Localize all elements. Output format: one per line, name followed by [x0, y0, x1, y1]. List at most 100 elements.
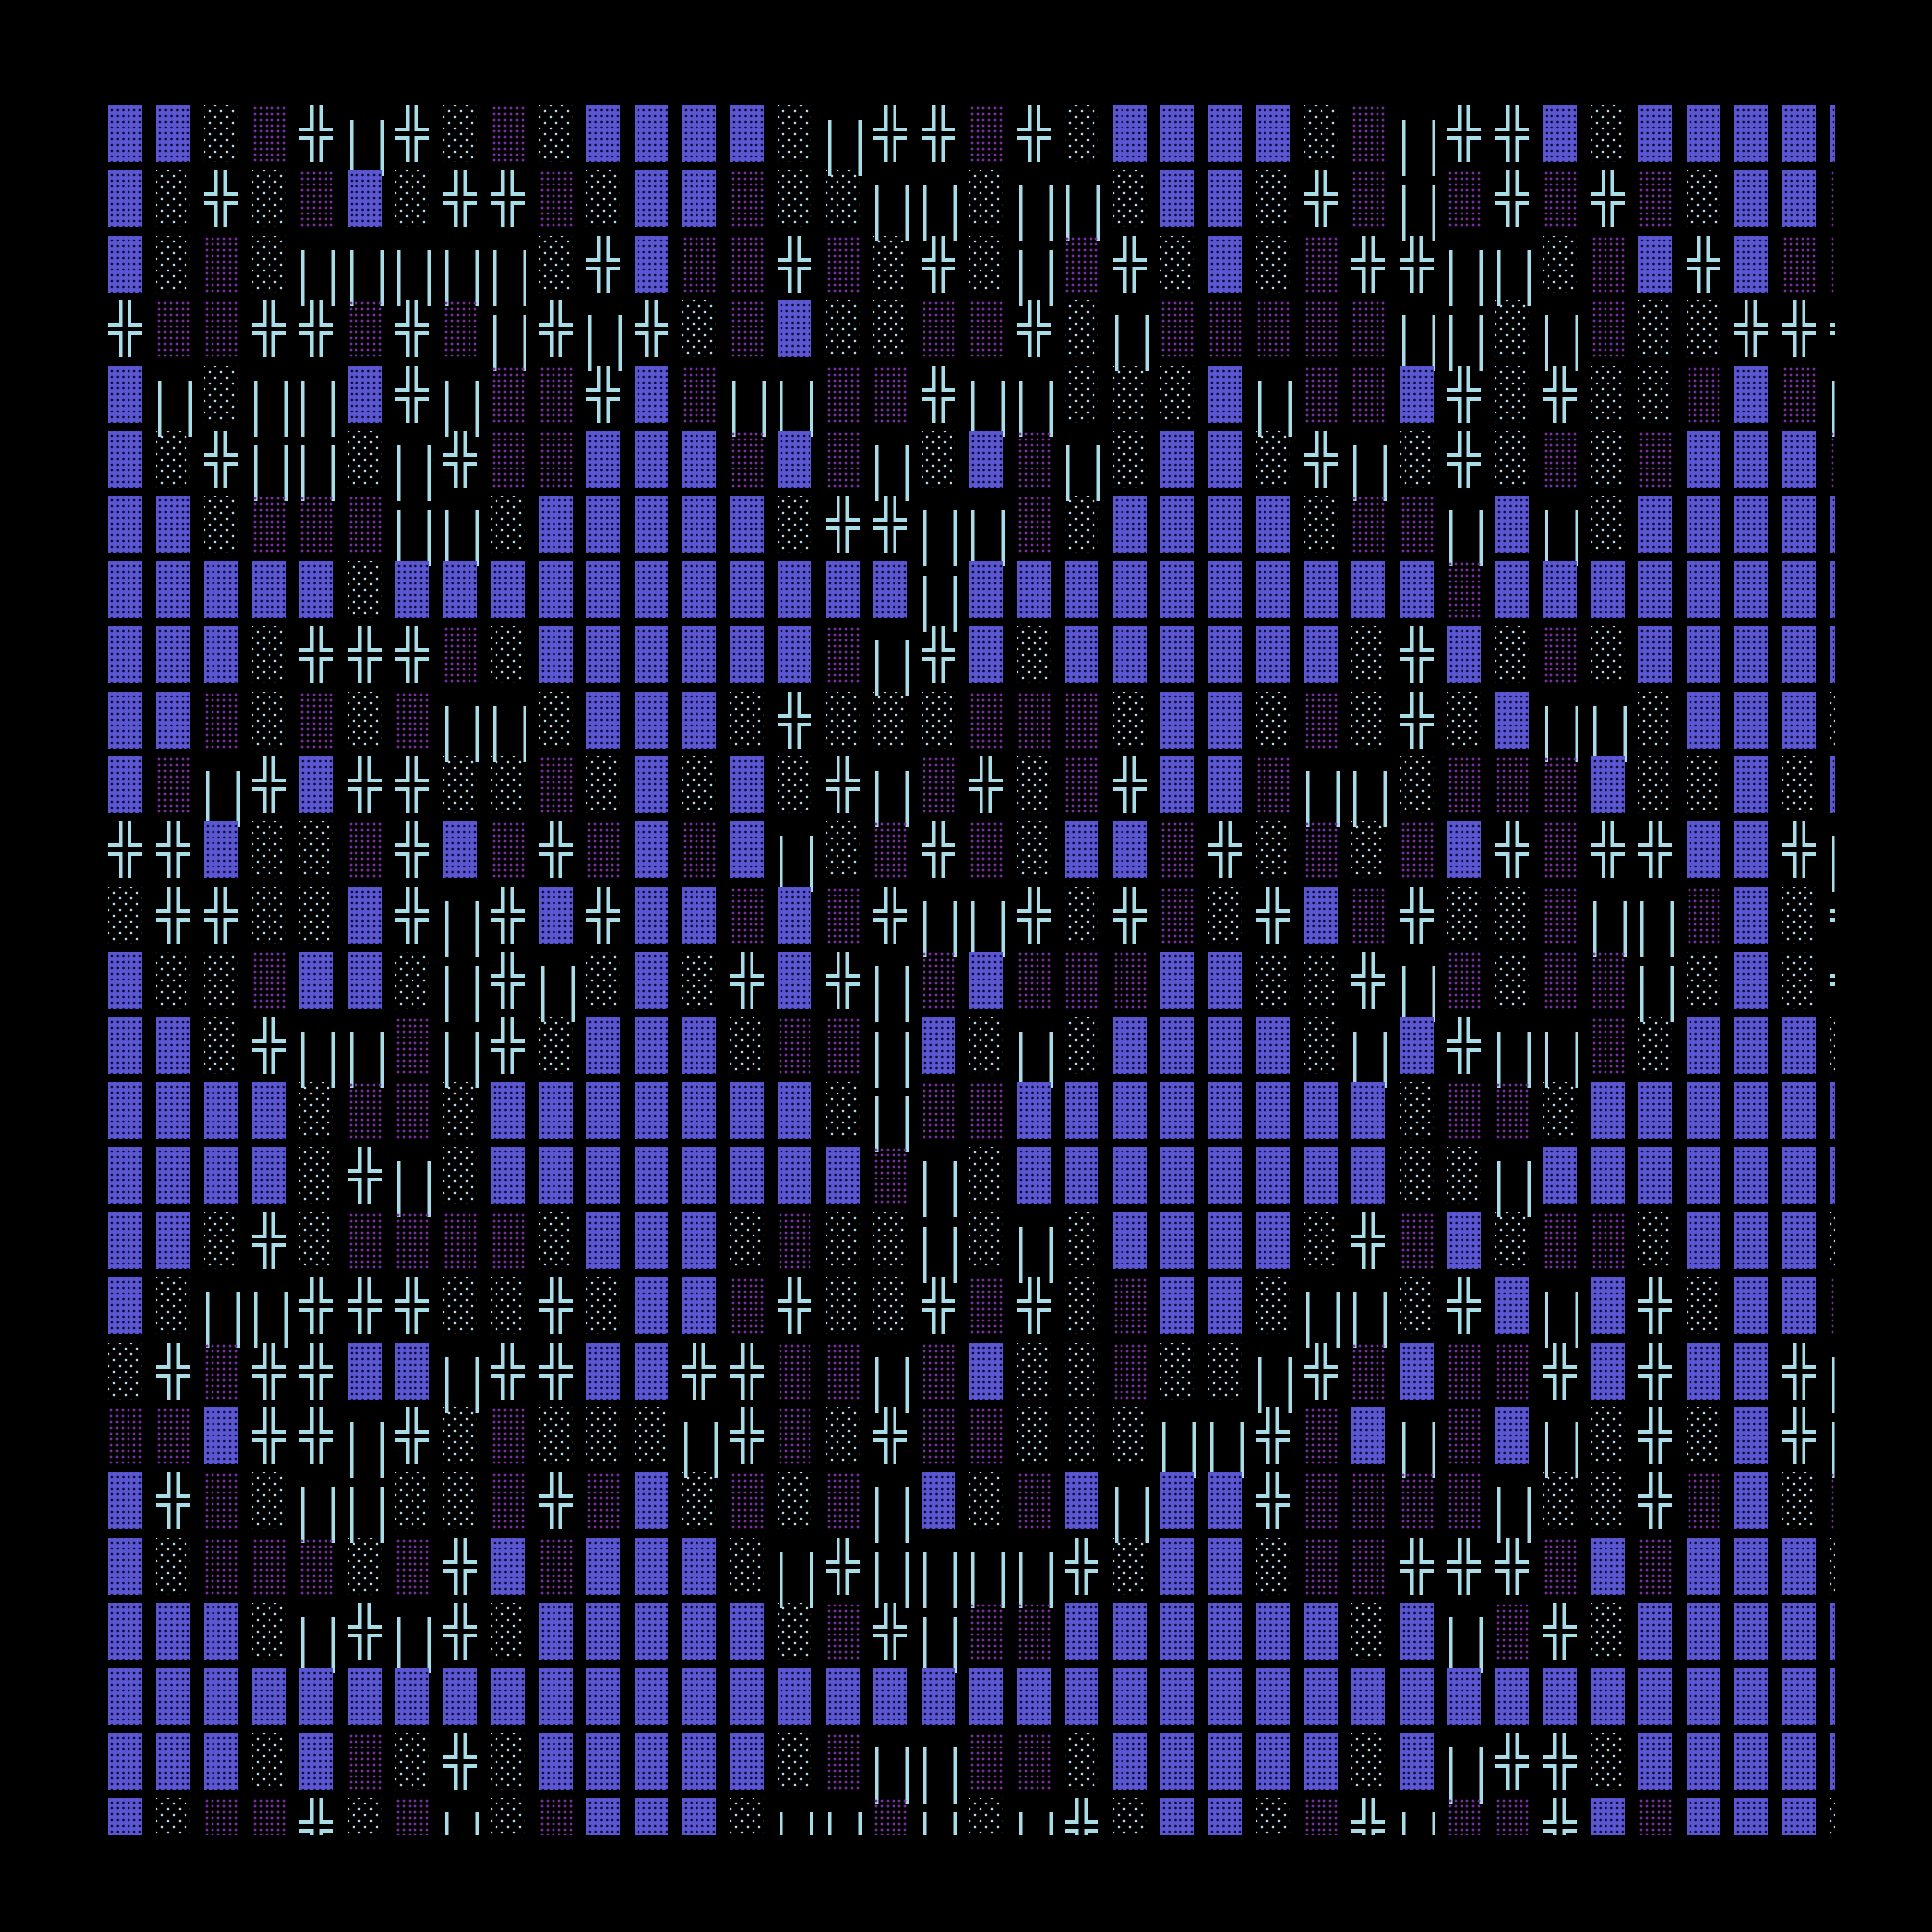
- glyph-double-vertical: [873, 626, 909, 697]
- glyph-dark-shade: [1686, 1147, 1720, 1205]
- glyph-dark-shade: [1160, 170, 1194, 228]
- glyph-light-shade: [1590, 626, 1625, 684]
- glyph-dark-shade: [108, 170, 142, 228]
- glyph-light-shade: [251, 886, 286, 944]
- glyph-light-shade: [1351, 626, 1385, 684]
- glyph-medium-shade: [969, 691, 1003, 749]
- glyph-medium-shade: [1256, 300, 1290, 358]
- glyph-double-vertical: [1830, 1343, 1835, 1413]
- glyph-medium-shade: [1112, 1277, 1147, 1335]
- glyph-double-cross: [1447, 1277, 1481, 1335]
- glyph-light-shade: [682, 1472, 716, 1530]
- glyph-double-vertical: [443, 1343, 479, 1413]
- glyph-dark-shade: [204, 1733, 238, 1790]
- glyph-dark-shade: [682, 1082, 716, 1139]
- glyph-medium-shade: [729, 431, 764, 488]
- glyph-dark-shade: [204, 560, 238, 618]
- glyph-medium-shade: [347, 1082, 382, 1139]
- glyph-medium-shade: [442, 300, 477, 358]
- glyph-medium-shade: [1543, 1211, 1577, 1269]
- glyph-dark-shade: [1734, 560, 1768, 618]
- glyph-medium-shade: [1830, 1277, 1835, 1335]
- glyph-dark-shade: [538, 1667, 573, 1725]
- glyph-double-cross: [682, 1342, 716, 1400]
- glyph-double-vertical: [1400, 952, 1435, 1023]
- glyph-light-shade: [1399, 756, 1434, 813]
- glyph-double-vertical: [204, 1277, 240, 1349]
- glyph-dark-shade: [1543, 1667, 1577, 1725]
- glyph-light-shade: [1590, 1407, 1625, 1464]
- glyph-double-cross: [1399, 1537, 1434, 1595]
- glyph-double-cross: [1638, 1472, 1672, 1530]
- glyph-dark-shade: [156, 105, 190, 162]
- glyph-double-cross: [347, 756, 382, 813]
- glyph-double-cross: [395, 300, 429, 358]
- glyph-dark-shade: [1590, 1147, 1625, 1205]
- glyph-light-shade: [1781, 952, 1816, 1009]
- glyph-light-shade: [1303, 952, 1338, 1009]
- glyph-light-shade: [586, 170, 620, 228]
- glyph-medium-shade: [1303, 300, 1338, 358]
- glyph-medium-shade: [538, 1537, 573, 1595]
- glyph-dark-shade: [108, 431, 142, 488]
- glyph-light-shade: [1494, 952, 1529, 1009]
- glyph-dark-shade: [825, 1667, 860, 1725]
- glyph-medium-shade: [442, 626, 477, 684]
- glyph-light-shade: [108, 886, 142, 944]
- grid-row: [0, 365, 1835, 437]
- glyph-light-shade: [491, 1798, 525, 1835]
- glyph-dark-shade: [1638, 105, 1672, 162]
- glyph-medium-shade: [1351, 1342, 1385, 1400]
- glyph-dark-shade: [1351, 1147, 1385, 1205]
- glyph-double-cross: [1016, 300, 1051, 358]
- glyph-dark-shade: [1686, 691, 1720, 749]
- glyph-dark-shade: [778, 626, 811, 684]
- glyph-double-vertical: [1017, 1212, 1053, 1283]
- glyph-medium-shade: [969, 1603, 1003, 1661]
- glyph-medium-shade: [1447, 170, 1481, 228]
- glyph-double-cross: [1543, 1342, 1577, 1400]
- glyph-dark-shade: [1208, 365, 1242, 423]
- glyph-light-shade: [1638, 365, 1672, 423]
- glyph-medium-shade: [1303, 1537, 1338, 1595]
- glyph-light-shade: [442, 1147, 477, 1205]
- glyph-dark-shade: [1781, 1082, 1816, 1139]
- glyph-dark-shade: [108, 691, 142, 749]
- glyph-double-cross: [299, 300, 333, 358]
- glyph-dark-shade: [1830, 496, 1835, 554]
- glyph-double-cross: [347, 1603, 382, 1661]
- glyph-double-vertical: [922, 1733, 957, 1804]
- glyph-light-shade: [1065, 1342, 1098, 1400]
- glyph-double-vertical: [1017, 1017, 1053, 1088]
- glyph-medium-shade: [299, 496, 333, 554]
- glyph-medium-shade: [1543, 821, 1577, 879]
- grid-row: [0, 952, 1835, 1023]
- glyph-double-vertical: [969, 1538, 1005, 1608]
- glyph-medium-shade: [825, 886, 860, 944]
- glyph-dark-shade: [586, 1147, 620, 1205]
- glyph-dark-shade: [634, 431, 668, 488]
- glyph-dark-shade: [729, 105, 764, 162]
- glyph-dark-shade: [204, 626, 238, 684]
- glyph-double-cross: [538, 1277, 573, 1335]
- glyph-dark-shade: [1830, 1082, 1835, 1139]
- glyph-dark-shade: [1638, 235, 1672, 293]
- glyph-dark-shade: [538, 496, 573, 554]
- glyph-light-shade: [1686, 170, 1720, 228]
- grid-row: [0, 1798, 1835, 1835]
- glyph-dark-shade: [1734, 1082, 1768, 1139]
- glyph-dark-shade: [1590, 560, 1625, 618]
- glyph-double-cross: [108, 821, 142, 879]
- glyph-dark-shade: [1830, 756, 1835, 813]
- glyph-dark-shade: [1830, 1667, 1835, 1725]
- glyph-light-shade: [491, 1733, 525, 1790]
- glyph-double-cross: [395, 105, 429, 162]
- glyph-dark-shade: [1065, 1472, 1098, 1530]
- glyph-dark-shade: [1686, 1733, 1720, 1790]
- glyph-dark-shade: [1256, 1667, 1290, 1725]
- glyph-light-shade: [1208, 886, 1242, 944]
- glyph-light-shade: [873, 1211, 907, 1269]
- glyph-double-cross: [1543, 1603, 1577, 1661]
- glyph-light-shade: [1303, 1211, 1338, 1269]
- glyph-double-vertical: [922, 561, 957, 632]
